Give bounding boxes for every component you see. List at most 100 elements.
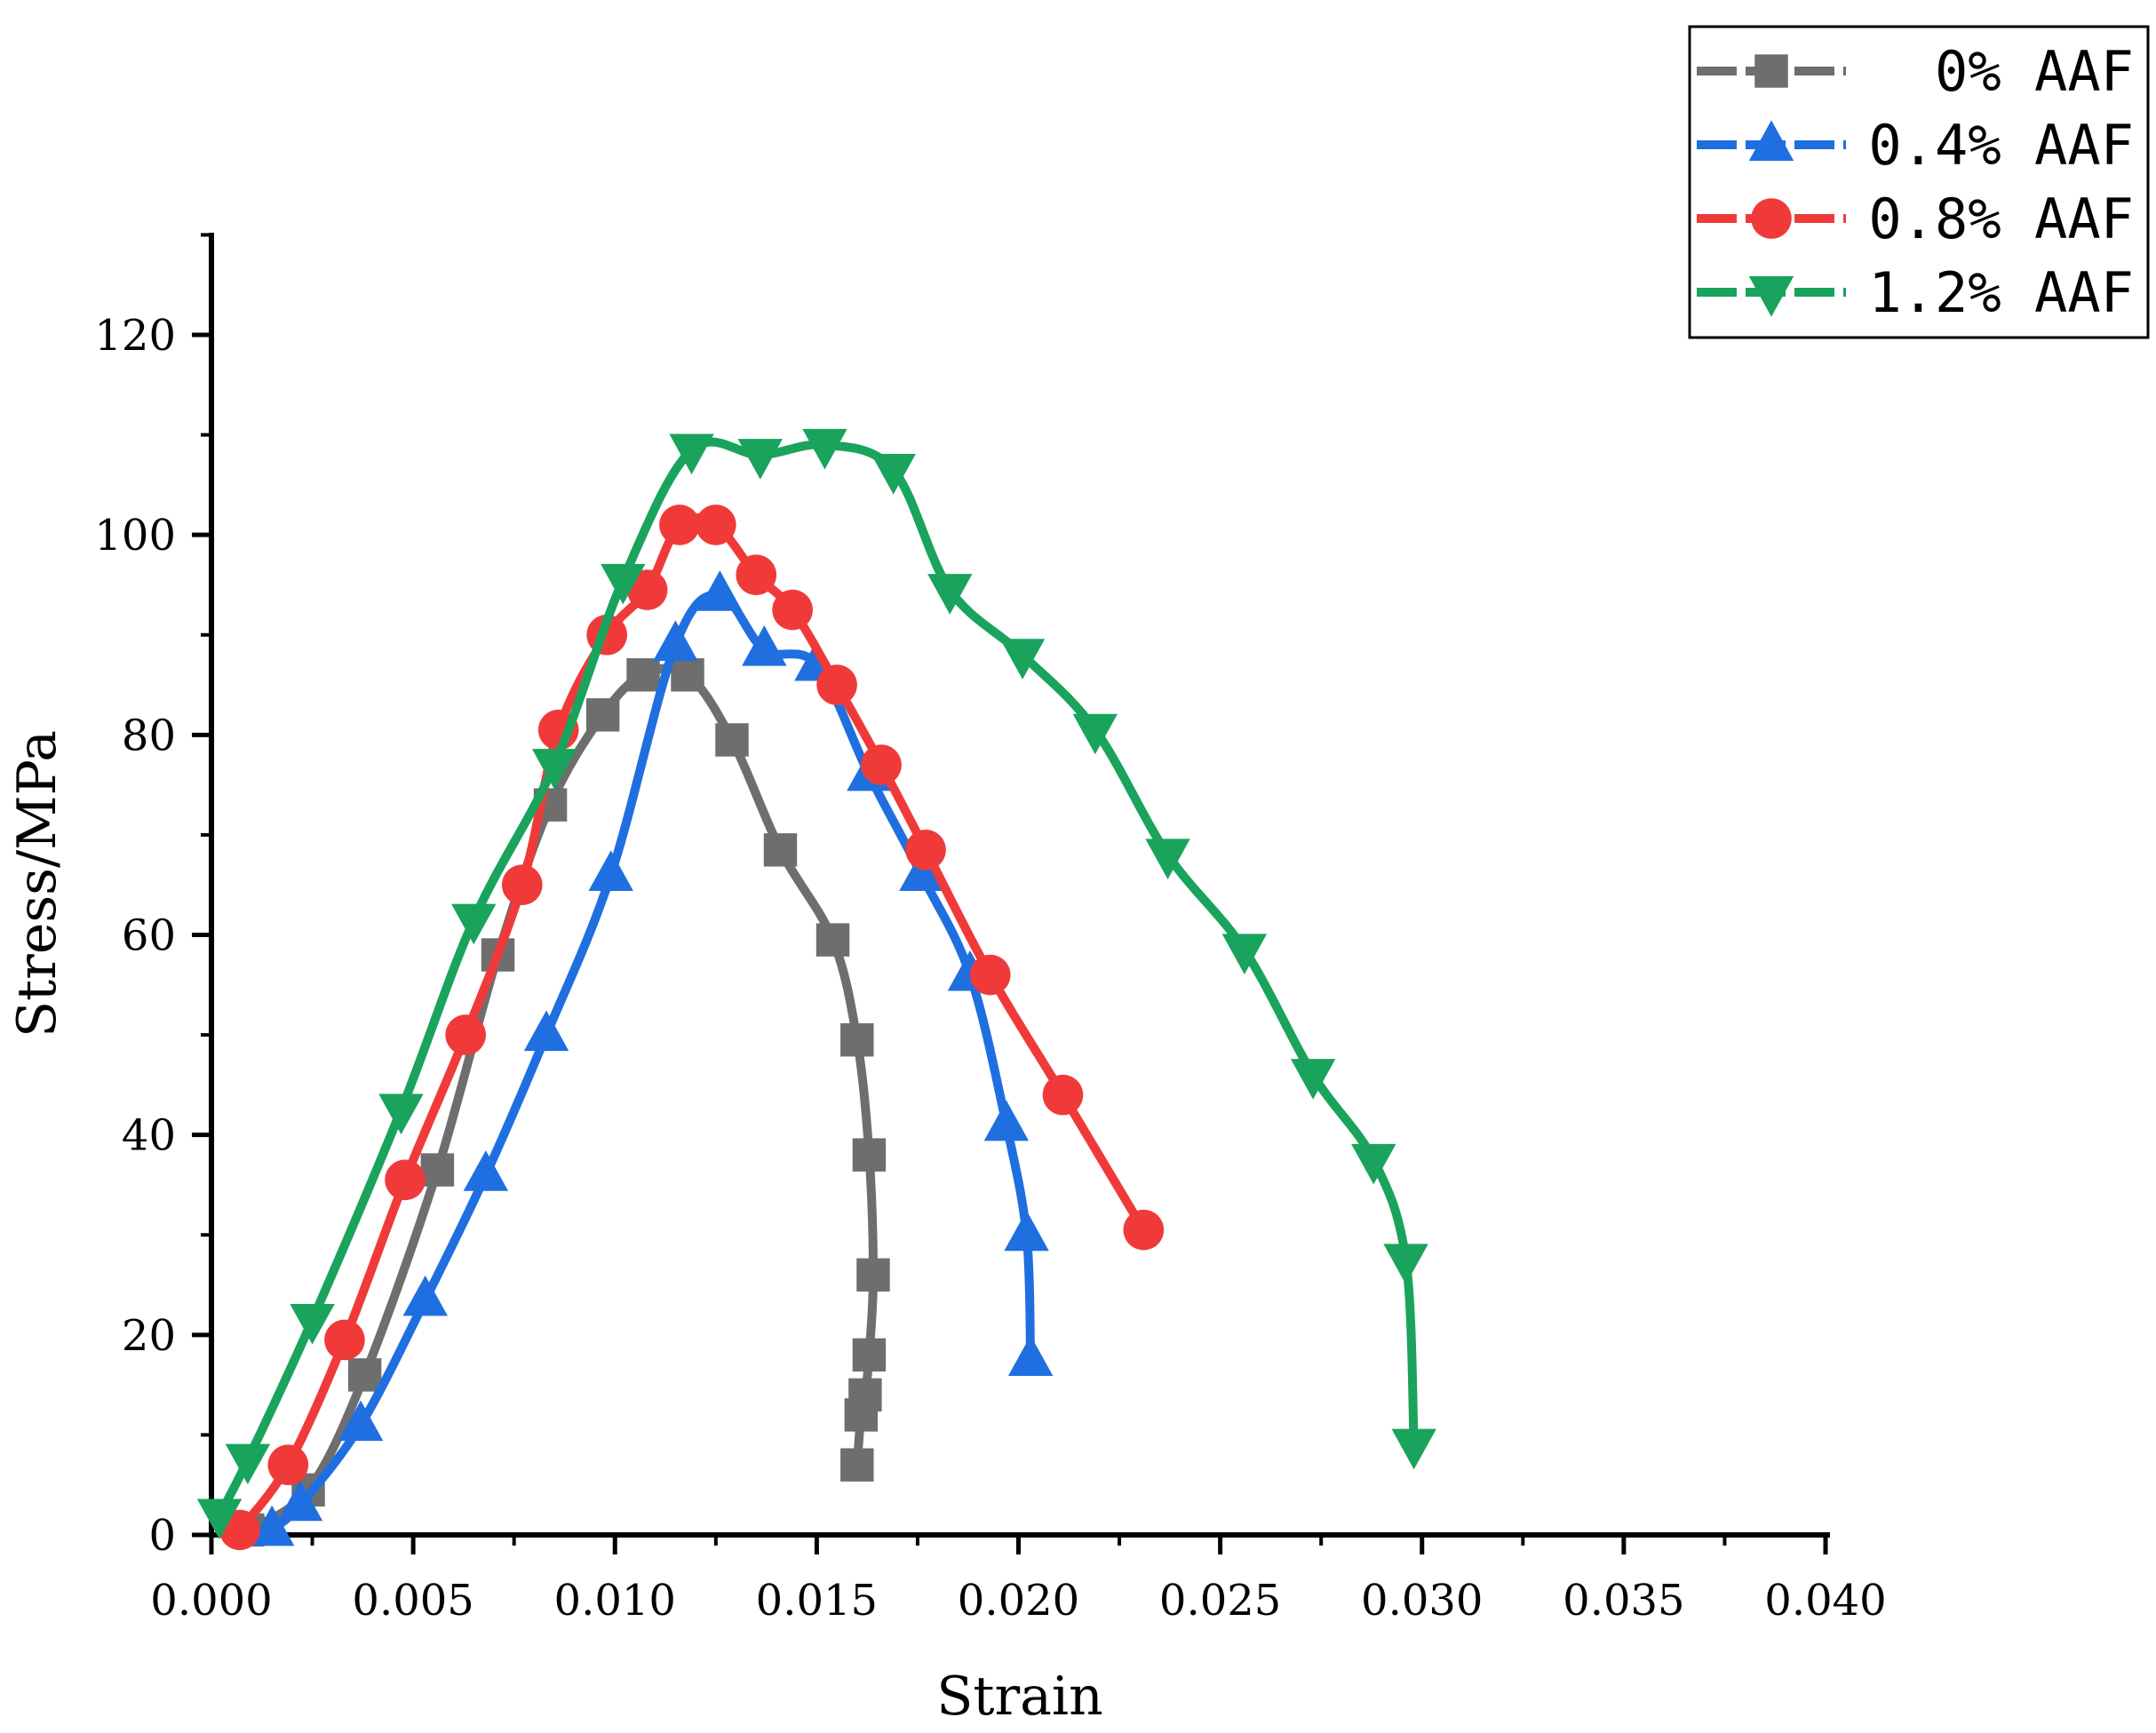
data-point <box>1042 1074 1084 1116</box>
legend-label: 1.2% AAF <box>1868 260 2134 325</box>
data-point <box>742 625 787 666</box>
data-point <box>1351 1143 1396 1185</box>
data-point <box>999 639 1046 680</box>
legend-item: 0% AAF <box>1697 39 2134 104</box>
data-point <box>671 658 704 692</box>
y-tick-label: 0 <box>148 1511 176 1561</box>
data-point <box>852 1138 887 1172</box>
data-point <box>445 1014 486 1055</box>
data-point <box>420 1153 455 1187</box>
data-point <box>249 1505 295 1546</box>
x-tick-label: 0.015 <box>756 1576 878 1626</box>
series-0-4-aaf <box>249 570 1054 1546</box>
data-point <box>347 1358 382 1392</box>
x-tick-label: 0.035 <box>1563 1576 1684 1626</box>
y-axis-title: Stress/MPa <box>6 730 68 1037</box>
x-tick-label: 0.025 <box>1159 1576 1281 1626</box>
data-point <box>338 1400 384 1442</box>
data-point <box>816 664 857 705</box>
data-point <box>1123 1209 1165 1251</box>
data-point <box>626 569 668 610</box>
data-point <box>378 1093 424 1135</box>
data-point <box>601 563 646 605</box>
data-point <box>196 1498 243 1540</box>
legend-item: 0.8% AAF <box>1697 187 2134 251</box>
y-tick-label: 20 <box>122 1311 176 1361</box>
data-point <box>1383 1244 1428 1284</box>
data-point <box>899 850 944 891</box>
data-point <box>451 903 497 945</box>
data-point <box>531 749 577 790</box>
data-point <box>290 1303 335 1345</box>
data-point <box>1004 1210 1049 1252</box>
y-tick-label: 120 <box>94 311 176 361</box>
data-point <box>501 864 543 906</box>
x-tick-label: 0.010 <box>554 1576 676 1626</box>
legend-label: 0.8% AAF <box>1868 187 2134 251</box>
data-point <box>697 570 743 611</box>
data-point <box>277 1480 323 1522</box>
data-point <box>1290 1059 1336 1100</box>
x-tick-label: 0.030 <box>1361 1576 1483 1626</box>
x-tick-label: 0.005 <box>352 1576 473 1626</box>
data-point <box>852 1338 887 1372</box>
x-axis-title: Strain <box>936 1665 1103 1728</box>
legend: 0% AAF 0.4% AAF 0.8% AAF 1.2% AAF <box>1688 25 2150 339</box>
data-point <box>1007 1335 1054 1376</box>
x-tick-label: 0.020 <box>958 1576 1079 1626</box>
axes: 0 20 40 60 80 100 120 0.000 0.005 0.010 0.015 0.02… <box>94 233 1887 1626</box>
data-point <box>927 574 973 615</box>
data-point <box>715 723 749 757</box>
data-point <box>1391 1428 1436 1470</box>
data-point <box>815 923 850 957</box>
data-point <box>840 1022 874 1057</box>
series-layer <box>196 428 1436 1551</box>
data-point <box>871 453 916 495</box>
y-ticks: 0 20 40 60 80 100 120 <box>94 233 211 1561</box>
series-line <box>267 590 1036 1535</box>
series-1-2-aaf <box>196 428 1436 1540</box>
data-point <box>402 1275 448 1316</box>
data-point <box>1221 934 1268 974</box>
legend-item: 0.4% AAF <box>1697 113 2134 178</box>
data-point <box>802 428 847 470</box>
data-point <box>626 658 660 692</box>
legend-marker <box>1748 276 1794 317</box>
data-point <box>1072 713 1118 755</box>
data-point <box>772 589 813 631</box>
y-tick-label: 40 <box>122 1111 176 1161</box>
data-point <box>983 1100 1030 1141</box>
data-point <box>267 1444 309 1485</box>
legend-items: 0% AAF 0.4% AAF 0.8% AAF 1.2% AAF <box>1697 39 2134 325</box>
data-point <box>736 554 777 595</box>
data-point <box>844 1398 879 1432</box>
data-point <box>905 830 946 870</box>
data-point <box>861 744 902 785</box>
data-point <box>385 1159 426 1201</box>
data-point <box>840 1448 874 1482</box>
y-tick-label: 60 <box>122 911 176 961</box>
data-point <box>653 620 698 662</box>
legend-label: 0.4% AAF <box>1868 113 2134 178</box>
data-point <box>1145 839 1190 880</box>
data-point <box>585 698 620 732</box>
data-point <box>659 505 700 545</box>
data-point <box>523 1010 569 1052</box>
legend-label: 0% AAF <box>1935 39 2134 104</box>
legend-marker <box>1748 120 1794 161</box>
legend-marker <box>1751 198 1792 239</box>
y-tick-label: 80 <box>122 711 176 760</box>
data-point <box>669 433 714 475</box>
data-point <box>324 1319 365 1361</box>
legend-marker <box>1754 54 1788 88</box>
data-point <box>856 1258 890 1292</box>
x-tick-label: 0.040 <box>1764 1576 1886 1626</box>
x-ticks: 0.000 0.005 0.010 0.015 0.020 0.025 0.030 0.035… <box>150 1535 1887 1626</box>
y-tick-label: 100 <box>94 511 176 560</box>
data-point <box>763 833 798 867</box>
series-0-8-aaf <box>219 505 1165 1551</box>
x-tick-label: 0.000 <box>150 1576 272 1626</box>
legend-item: 1.2% AAF <box>1697 260 2134 325</box>
data-point <box>696 505 736 545</box>
